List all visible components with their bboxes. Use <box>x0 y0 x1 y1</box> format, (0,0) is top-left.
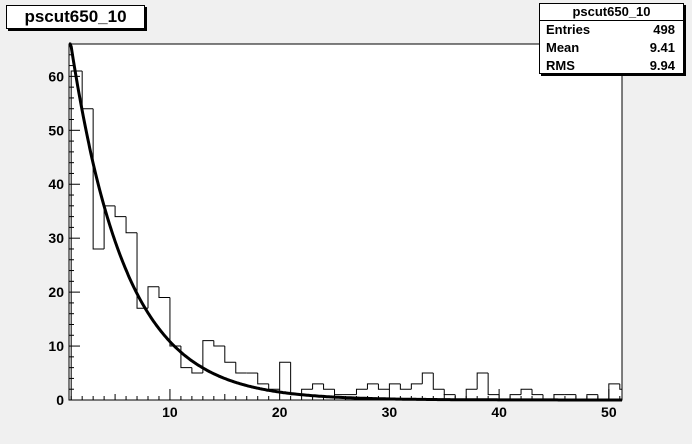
x-tick-label: 10 <box>162 404 178 420</box>
x-tick-label: 40 <box>491 404 507 420</box>
plot-frame <box>68 43 623 401</box>
histogram-bin <box>301 388 313 395</box>
histogram-bin <box>70 70 83 400</box>
histogram-bin <box>355 388 368 395</box>
histogram-bin <box>388 383 401 390</box>
stats-label: Entries <box>546 22 591 37</box>
y-tick-label: 20 <box>48 284 64 300</box>
histogram-bin <box>147 286 159 309</box>
stats-value: 498 <box>653 22 675 37</box>
histogram-title: pscut650_10 <box>6 5 145 29</box>
x-tick-label: 20 <box>272 404 288 420</box>
histogram-bin <box>366 383 379 390</box>
histogram-bin <box>410 383 423 390</box>
histogram-bin <box>213 340 225 347</box>
stats-box: pscut650_10 Entries 498 Mean 9.41 RMS 9.… <box>539 3 684 74</box>
histogram-bin <box>432 373 445 390</box>
histogram-bin <box>191 367 203 374</box>
histogram-bin <box>235 362 247 374</box>
stats-value: 9.94 <box>649 58 675 73</box>
y-tick-label: 30 <box>48 230 64 246</box>
histogram-bin <box>114 205 127 218</box>
stats-header: pscut650_10 <box>540 4 683 21</box>
histogram-bin <box>531 389 543 396</box>
x-tick-label: 30 <box>382 404 398 420</box>
histogram-title-text: pscut650_10 <box>24 7 127 26</box>
stats-value: 9.41 <box>649 40 675 55</box>
histogram-bin <box>224 346 236 363</box>
histogram-bin <box>125 216 138 234</box>
histogram-bin <box>312 383 324 390</box>
histogram-bin <box>520 388 533 395</box>
y-tick-label: 10 <box>48 338 64 354</box>
histogram-bin <box>158 286 170 299</box>
histogram-bin <box>377 383 390 390</box>
y-tick-label: 0 <box>56 392 64 408</box>
stats-label: Mean <box>546 40 580 55</box>
stats-row-entries: Entries 498 <box>540 21 683 39</box>
x-tick-label: 50 <box>601 404 617 420</box>
axes: 10 20 30 40 50 0 10 20 30 40 50 60 <box>48 44 622 420</box>
y-tick-label: 60 <box>48 68 64 84</box>
stats-row-rms: RMS 9.94 <box>540 57 683 75</box>
stats-row-mean: Mean 9.41 <box>540 39 683 57</box>
histogram-bin <box>257 373 269 385</box>
histogram-bin <box>169 297 181 347</box>
histogram-bin <box>487 373 500 396</box>
y-tick-label: 40 <box>48 176 64 192</box>
histogram-bin <box>323 383 335 390</box>
histogram-bin <box>399 383 412 390</box>
stats-label: RMS <box>546 58 575 73</box>
y-tick-label: 50 <box>48 122 64 138</box>
histogram-bin <box>279 361 291 390</box>
histogram-bin <box>92 108 105 250</box>
histogram-bin <box>421 372 434 384</box>
histogram-bin <box>202 340 214 374</box>
histogram-bin <box>619 383 622 390</box>
histogram-bin <box>476 372 489 390</box>
